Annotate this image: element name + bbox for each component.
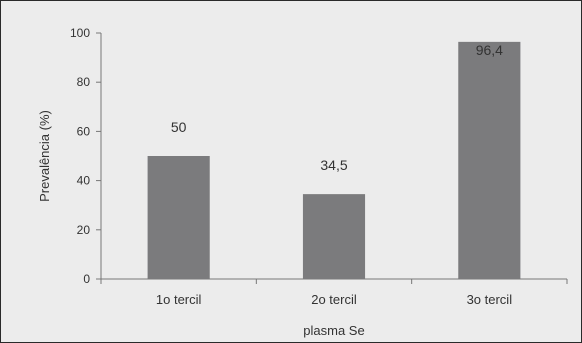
y-tick-label: 60: [77, 124, 91, 138]
y-tick-label: 100: [70, 26, 90, 40]
bar: [147, 156, 210, 279]
y-tick-label: 20: [77, 223, 91, 237]
y-axis-title: Prevalência (%): [37, 110, 52, 202]
bars: [147, 41, 521, 279]
bar: [302, 194, 366, 279]
category-label: 3o tercil: [467, 292, 513, 307]
category-label: 2o tercil: [311, 292, 357, 307]
category-label: 1o tercil: [156, 292, 202, 307]
data-label: 34,5: [320, 157, 347, 173]
y-tick-label: 0: [83, 272, 90, 286]
y-tick-label: 80: [77, 75, 91, 89]
x-axis-title: plasma Se: [303, 323, 364, 338]
y-tick-label: 40: [77, 174, 91, 188]
y-axis: 0 20 40 60 80 100: [70, 26, 102, 286]
data-label: 50: [171, 119, 187, 135]
bar: [458, 41, 521, 279]
x-axis: 1o tercil 2o tercil 3o tercil: [100, 278, 568, 307]
data-labels: 50 34,5 96,4: [171, 42, 503, 173]
data-label: 96,4: [476, 42, 503, 58]
